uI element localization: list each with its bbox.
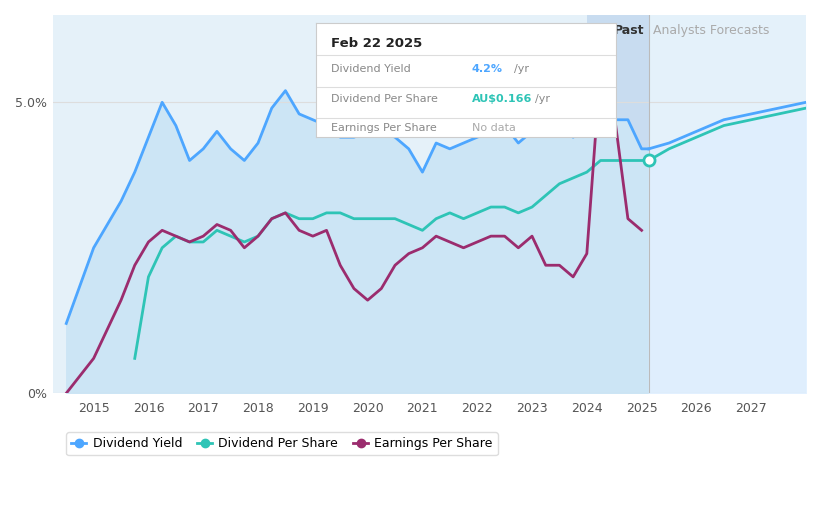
- Text: Analysts Forecasts: Analysts Forecasts: [654, 24, 769, 38]
- Bar: [649, 15, 806, 393]
- Legend: Dividend Yield, Dividend Per Share, Earnings Per Share: Dividend Yield, Dividend Per Share, Earn…: [67, 432, 498, 455]
- Text: /yr: /yr: [514, 64, 529, 74]
- Text: /yr: /yr: [534, 94, 550, 105]
- Bar: [587, 15, 649, 393]
- Text: 4.2%: 4.2%: [472, 64, 503, 74]
- Text: Dividend Yield: Dividend Yield: [331, 64, 410, 74]
- Text: Past: Past: [614, 24, 644, 38]
- Text: No data: No data: [472, 123, 516, 133]
- Text: Earnings Per Share: Earnings Per Share: [331, 123, 437, 133]
- Bar: [53, 15, 587, 393]
- Text: Dividend Per Share: Dividend Per Share: [331, 94, 438, 105]
- Text: AU$0.166: AU$0.166: [472, 94, 532, 105]
- Text: Feb 22 2025: Feb 22 2025: [331, 37, 422, 50]
